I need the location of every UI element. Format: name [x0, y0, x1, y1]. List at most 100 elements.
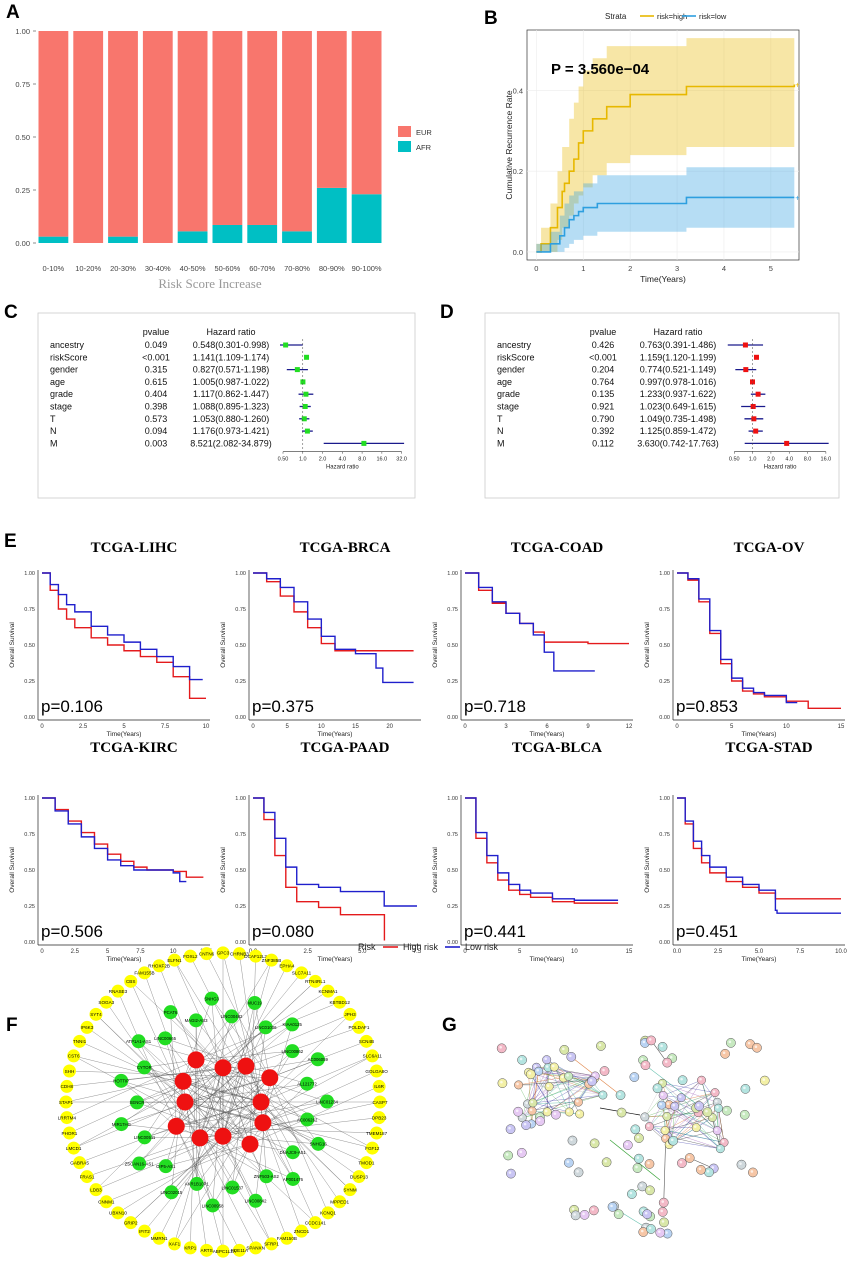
node-highlight — [679, 1160, 683, 1164]
mrna-label: PABPC1L2A — [210, 1249, 237, 1254]
lncrna-node — [247, 995, 262, 1010]
edge — [176, 1024, 293, 1127]
protein-node — [551, 1109, 561, 1120]
node-highlight — [721, 1140, 725, 1143]
mrna-label: LMCD1 — [66, 1146, 82, 1151]
km-curve-low — [465, 572, 595, 672]
estimate-marker — [300, 379, 306, 385]
x-tick-label: 5 — [730, 724, 734, 730]
x-tick-label: 10-20% — [75, 264, 101, 273]
protein-node — [697, 1075, 706, 1085]
mrna-label: IFIT2 — [139, 1229, 150, 1234]
x-tick-label: 12 — [626, 724, 633, 730]
x-tick-label: 0 — [40, 949, 44, 955]
row-variable: riskScore — [497, 352, 535, 362]
mrna-node — [73, 1156, 87, 1170]
edge — [117, 991, 177, 1127]
lncrna-node — [189, 1013, 204, 1028]
protein-node — [657, 1041, 668, 1052]
node-highlight — [534, 1064, 537, 1068]
lncrna-label: ATP1A1-AS1 — [126, 1039, 152, 1044]
x-tick-label: 6 — [545, 724, 549, 730]
node-highlight — [661, 1220, 665, 1223]
lncrna-node — [205, 1198, 220, 1213]
mrna-label: RNASE3 — [109, 989, 128, 994]
x-tick-label: 1.0 — [749, 457, 757, 463]
node-highlight — [610, 1204, 613, 1208]
row-variable: N — [50, 426, 57, 436]
estimate-marker — [755, 391, 761, 397]
mrna-label: SFRP1 — [264, 1242, 279, 1247]
edge — [249, 1027, 266, 1145]
protein-node — [655, 1227, 666, 1238]
protein-node — [607, 1202, 618, 1212]
node-highlight — [516, 1082, 519, 1086]
x-tick-label: 8.0 — [358, 457, 366, 463]
mrna-label: SCN4B — [359, 1039, 374, 1044]
protein-node — [573, 1167, 584, 1178]
hub-node — [261, 1069, 279, 1087]
y-tick-label: 0.00 — [235, 940, 246, 946]
mrna-label: TMOD1 — [358, 1160, 375, 1165]
row-variable: stage — [50, 402, 72, 412]
protein-node — [694, 1101, 705, 1111]
node-highlight — [508, 1126, 511, 1130]
protein-node — [573, 1097, 583, 1107]
node-highlight — [655, 1085, 658, 1089]
node-highlight — [602, 1068, 605, 1072]
node-highlight — [499, 1046, 503, 1049]
km-p-value: p=0.375 — [252, 697, 314, 716]
lncrna-node — [163, 1005, 178, 1020]
protein-node — [516, 1147, 527, 1158]
y-tick-label: 0.75 — [659, 832, 670, 838]
edge — [144, 1067, 262, 1103]
node-highlight — [544, 1057, 547, 1060]
protein-node — [722, 1105, 732, 1116]
node-highlight — [576, 1099, 579, 1103]
x-axis-label: Hazard ratio — [326, 465, 359, 471]
protein-node — [596, 1041, 606, 1051]
node-highlight — [519, 1150, 523, 1154]
node-highlight — [714, 1099, 718, 1103]
y-tick-label: 0.50 — [235, 868, 246, 874]
edge — [165, 1038, 247, 1067]
mrna-node — [167, 1237, 181, 1251]
ppi-edge — [527, 1071, 539, 1105]
x-axis-label: Time(Years) — [318, 956, 353, 963]
mrna-label: GPC3 — [217, 951, 230, 956]
lncrna-label: ZNF503-AS2 — [254, 1174, 280, 1179]
node-highlight — [635, 1165, 638, 1169]
lncrna-node — [300, 1076, 315, 1091]
lncrna-node — [158, 1159, 173, 1174]
mrna-label: GOLGA8O — [365, 1069, 388, 1074]
protein-node — [691, 1123, 701, 1133]
node-highlight — [636, 1156, 640, 1159]
mrna-label: FRAS1 — [80, 1174, 95, 1179]
protein-node — [646, 1224, 656, 1234]
lncrna-label: HOTTIP — [113, 1079, 129, 1084]
hub-node — [176, 1093, 194, 1111]
y-tick-label: 0.25 — [447, 679, 458, 685]
mrna-label: CDH8 — [61, 1084, 74, 1089]
node-highlight — [591, 1208, 595, 1211]
x-tick-label: 0 — [40, 724, 44, 730]
lncrna-node — [189, 1176, 204, 1191]
y-tick-label: 0.00 — [24, 940, 35, 946]
mrna-label: POLDAF1 — [348, 1025, 369, 1030]
node-highlight — [739, 1162, 742, 1165]
estimate-marker — [753, 428, 759, 434]
x-tick-label: 4.0 — [338, 457, 346, 463]
lncrna-label: OIP5-AS1 — [156, 1164, 176, 1169]
x-tick-label: 20-30% — [110, 264, 136, 273]
edge — [171, 1136, 224, 1193]
mrna-label: SYT4 — [90, 1012, 102, 1017]
mrna-node — [73, 1034, 87, 1048]
bar-eur — [73, 31, 104, 243]
legend-swatch — [398, 126, 411, 137]
edge — [195, 1059, 308, 1120]
protein-node — [668, 1135, 679, 1146]
mrna-label: SYNM — [343, 1187, 356, 1192]
ppi-edge — [701, 1080, 718, 1103]
estimate-marker — [784, 440, 790, 446]
lncrna-label: AC006262 — [297, 1117, 318, 1122]
